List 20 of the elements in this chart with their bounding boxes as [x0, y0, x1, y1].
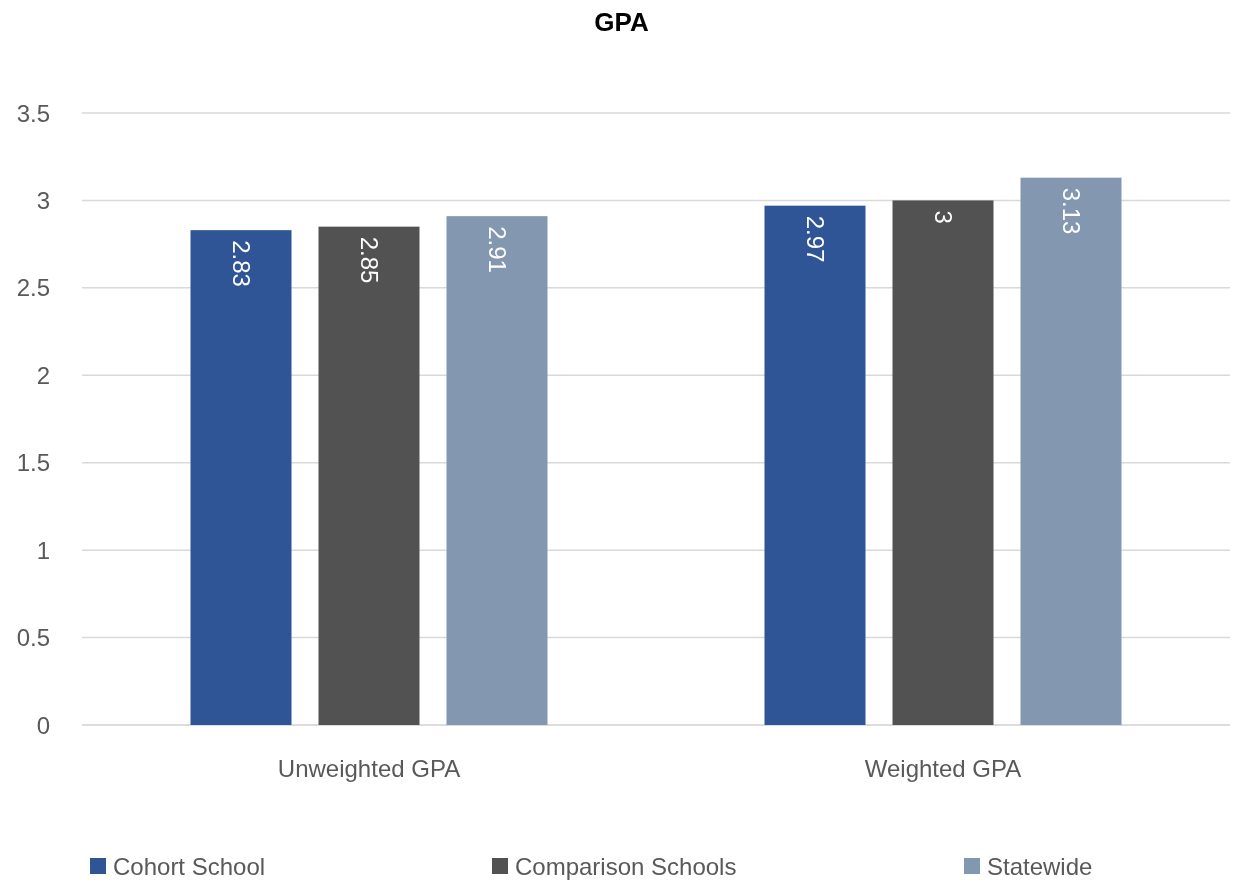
- data-label: 2.85: [355, 236, 383, 284]
- y-tick-label: 0.5: [16, 624, 50, 652]
- y-tick-label: 1: [36, 536, 50, 564]
- y-tick-label: 3: [36, 186, 50, 214]
- data-label: 2.83: [227, 240, 255, 287]
- legend-label: Cohort School: [113, 852, 266, 880]
- y-tick-label: 0: [36, 711, 50, 739]
- x-tick-label: Unweighted GPA: [277, 754, 461, 782]
- data-label: 3.13: [1057, 187, 1085, 235]
- legend-label: Statewide: [987, 852, 1093, 880]
- x-tick-label: Weighted GPA: [864, 754, 1022, 782]
- data-label: 3: [929, 210, 957, 224]
- data-label: 2.91: [483, 226, 511, 273]
- y-tick-label: 2.5: [16, 274, 50, 302]
- y-tick-label: 2: [36, 361, 50, 389]
- data-label: 2.97: [801, 215, 829, 263]
- y-tick-label: 3.5: [16, 99, 50, 127]
- y-tick-label: 1.5: [16, 449, 50, 477]
- legend-label: Comparison Schools: [515, 852, 737, 880]
- chart-title: GPA: [594, 7, 649, 37]
